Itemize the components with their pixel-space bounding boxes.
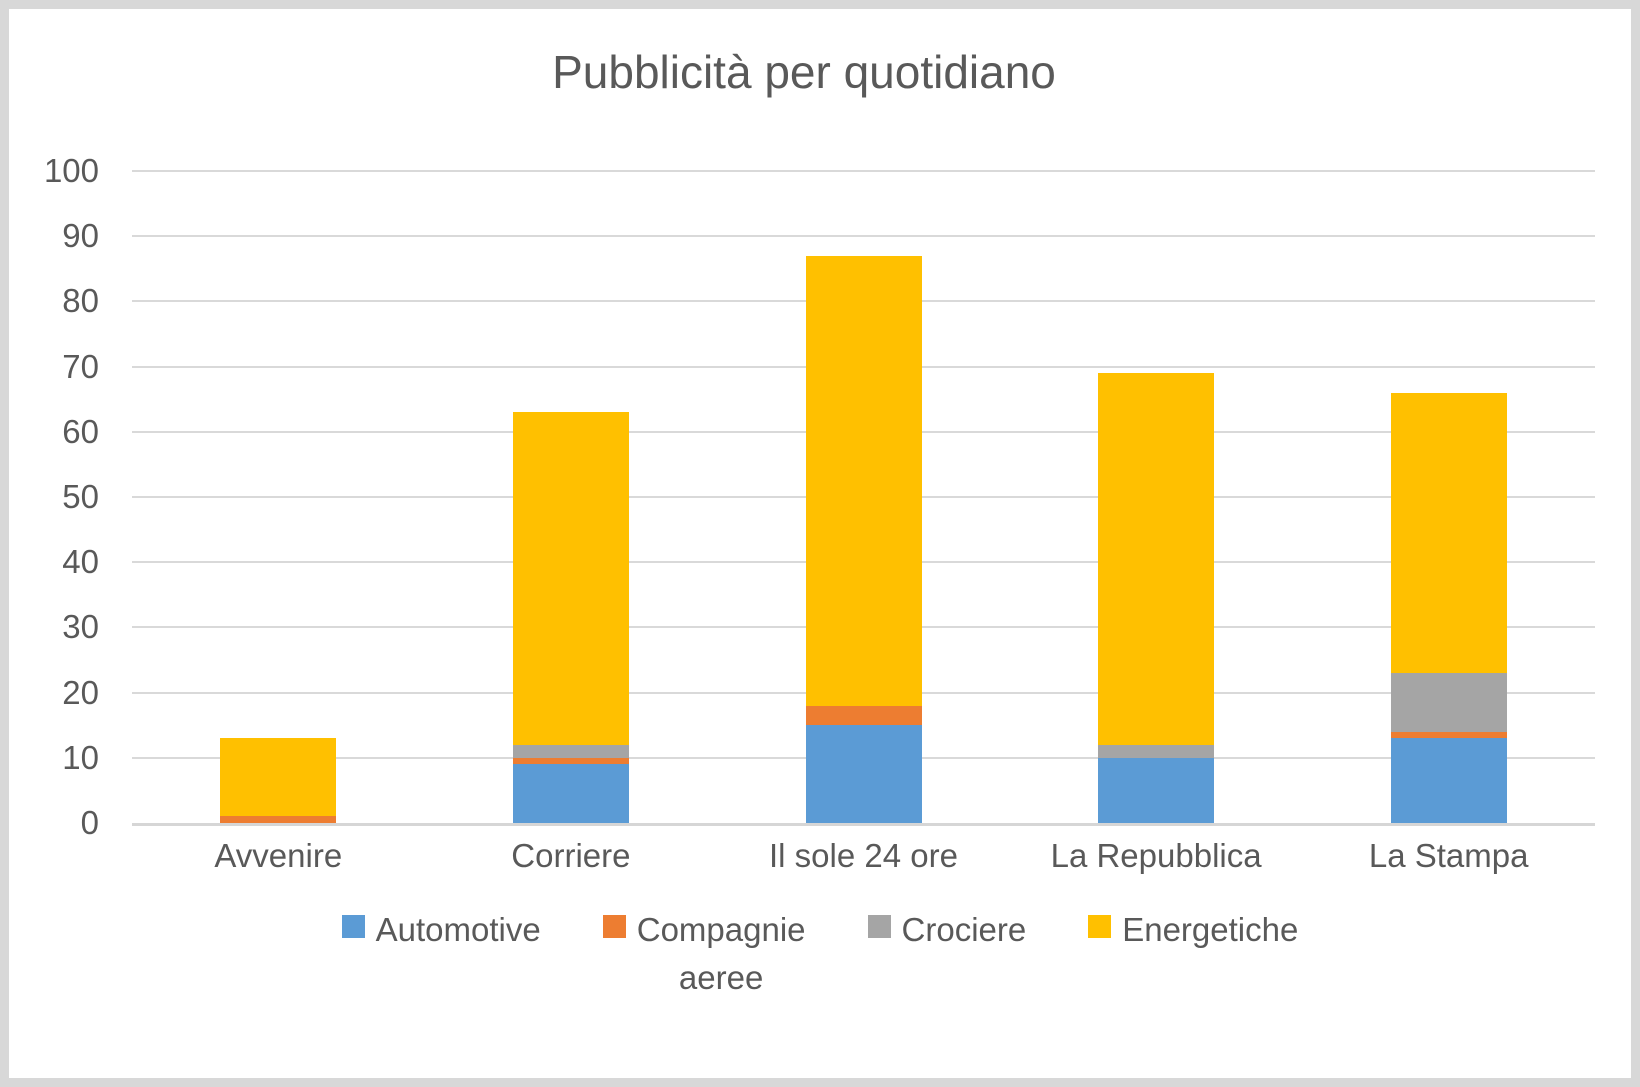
y-tick-label: 20 (62, 673, 99, 711)
x-axis-label-corriere: Corriere (511, 837, 631, 874)
y-tick-label: 70 (62, 347, 99, 385)
gridline (132, 170, 1595, 172)
bar-segment-la-stampa-compagnie-aeree[interactable] (1390, 731, 1507, 739)
bar-segment-la-repubblica-energetiche[interactable] (1098, 373, 1215, 745)
bar-segment-corriere-compagnie-aeree[interactable] (512, 757, 629, 765)
plot-area (132, 170, 1595, 826)
legend-item-energetiche[interactable]: Energetiche (1088, 906, 1298, 954)
bar-segment-il-sole-24-ore-energetiche[interactable] (805, 255, 922, 706)
bar-segment-la-stampa-energetiche[interactable] (1390, 392, 1507, 674)
y-tick-label: 60 (62, 412, 99, 450)
y-tick-label: 30 (62, 608, 99, 646)
bar-segment-avvenire-compagnie-aeree[interactable] (220, 816, 337, 823)
legend: Automotive Compagnie aeree Crociere Energeti… (9, 906, 1631, 1002)
bar-segment-corriere-crociere[interactable] (512, 744, 629, 758)
legend-item-automotive[interactable]: Automotive (341, 906, 541, 954)
bar-segment-la-stampa-automotive[interactable] (1390, 738, 1507, 823)
x-axis-label-avvenire: Avvenire (214, 837, 343, 874)
y-tick-label: 90 (62, 217, 99, 255)
bar-segment-il-sole-24-ore-automotive[interactable] (805, 725, 922, 823)
bar-segment-la-stampa-crociere[interactable] (1390, 673, 1507, 732)
bar-segment-la-repubblica-crociere[interactable] (1098, 744, 1215, 758)
legend-label: Crociere (901, 911, 1027, 948)
y-tick-label: 10 (62, 738, 99, 776)
y-tick-label: 40 (62, 543, 99, 581)
legend-swatch-icon (341, 915, 365, 938)
bar-segment-avvenire-energetiche[interactable] (220, 738, 337, 817)
bar-segment-il-sole-24-ore-compagnie-aeree[interactable] (805, 705, 922, 726)
x-axis-label-il-sole-24-ore: Il sole 24 ore (769, 837, 958, 874)
legend-item-compagnie-aeree[interactable]: Compagnie aeree (602, 906, 806, 1002)
bar-segment-corriere-automotive[interactable] (512, 764, 629, 823)
x-axis-label-la-stampa: La Stampa (1368, 837, 1529, 874)
y-tick-label: 80 (62, 282, 99, 320)
legend-swatch-icon (867, 915, 891, 938)
legend-swatch-icon (1088, 915, 1112, 938)
legend-label: Compagnie aeree (636, 911, 806, 996)
bar-segment-corriere-energetiche[interactable] (512, 412, 629, 745)
legend-label: Automotive (375, 911, 541, 948)
gridline (132, 235, 1595, 238)
x-axis-line (132, 823, 1595, 826)
legend-label: Energetiche (1122, 911, 1299, 948)
legend-swatch-icon (602, 915, 626, 938)
bar-segment-la-repubblica-automotive[interactable] (1098, 757, 1215, 823)
legend-item-crociere[interactable]: Crociere (867, 906, 1027, 954)
x-axis-label-la-repubblica: La Repubblica (1050, 837, 1262, 874)
y-tick-label: 0 (80, 804, 99, 841)
chart-title: Pubblicità per quotidiano (552, 46, 1056, 98)
y-tick-label: 50 (62, 478, 99, 515)
y-tick-label: 100 (43, 152, 99, 189)
